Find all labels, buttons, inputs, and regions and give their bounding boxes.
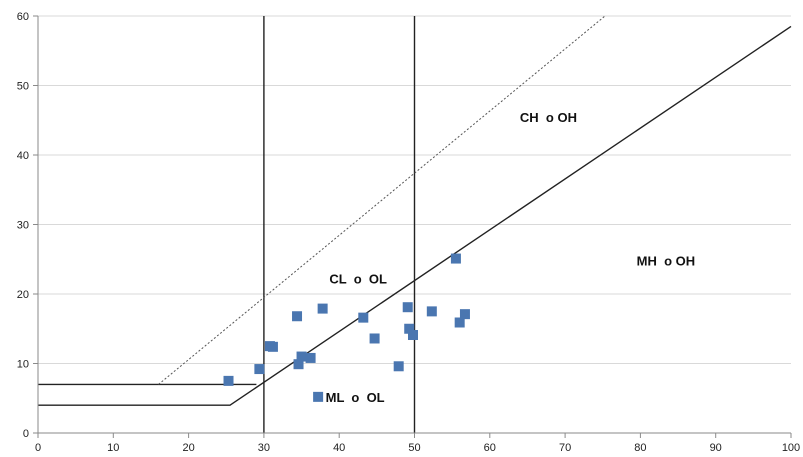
y-tick-label-40: 40 bbox=[17, 150, 29, 162]
region-label-3: MH o OH bbox=[637, 254, 696, 269]
data-point-2 bbox=[254, 364, 265, 375]
y-tick-label-10: 10 bbox=[17, 359, 29, 371]
data-point-19 bbox=[454, 317, 465, 328]
x-tick-label-100: 100 bbox=[782, 442, 800, 454]
y-tick-label-20: 20 bbox=[17, 289, 29, 301]
data-point-17 bbox=[426, 306, 437, 317]
u-line bbox=[158, 15, 606, 385]
data-point-8 bbox=[305, 352, 316, 363]
data-point-14 bbox=[402, 302, 413, 313]
y-tick-label-50: 50 bbox=[17, 81, 29, 93]
region-label-4: ML o OL bbox=[326, 390, 385, 405]
reference-lines bbox=[38, 15, 792, 433]
x-tick-label-90: 90 bbox=[710, 442, 722, 454]
data-point-10 bbox=[317, 303, 328, 314]
y-tick-label-30: 30 bbox=[17, 220, 29, 232]
x-tick-label-70: 70 bbox=[559, 442, 571, 454]
data-points bbox=[223, 253, 470, 402]
data-point-6 bbox=[293, 359, 304, 370]
x-tick-label-30: 30 bbox=[258, 442, 270, 454]
data-point-5 bbox=[292, 311, 303, 322]
y-tick-label-60: 60 bbox=[17, 11, 29, 23]
region-label-2: CL o OL bbox=[329, 272, 387, 287]
data-point-18 bbox=[450, 253, 461, 264]
y-tick-label-0: 0 bbox=[23, 428, 29, 440]
x-axis-ticks: 0 10 20 30 40 50 60 70 80 90 100 bbox=[35, 433, 800, 454]
x-tick-label-40: 40 bbox=[333, 442, 345, 454]
x-tick-label-80: 80 bbox=[634, 442, 646, 454]
data-point-11 bbox=[358, 312, 369, 323]
data-point-13 bbox=[393, 361, 404, 372]
region-labels: CH o OH CL o OL MH o OH ML o OL bbox=[326, 110, 695, 405]
data-point-20 bbox=[459, 309, 470, 320]
x-tick-label-20: 20 bbox=[182, 442, 194, 454]
data-point-1 bbox=[223, 375, 234, 386]
y-axis-ticks: 0 10 20 30 40 50 60 bbox=[17, 11, 38, 440]
x-tick-label-0: 0 bbox=[35, 442, 41, 454]
data-point-16 bbox=[407, 330, 418, 341]
data-point-7 bbox=[296, 351, 307, 362]
region-label-1: CH o OH bbox=[520, 110, 577, 125]
data-point-4 bbox=[267, 341, 278, 352]
data-point-15 bbox=[404, 323, 415, 334]
data-point-9 bbox=[313, 391, 324, 402]
data-point-12 bbox=[369, 333, 380, 344]
x-tick-label-50: 50 bbox=[408, 442, 420, 454]
a-line bbox=[38, 25, 792, 406]
x-tick-label-60: 60 bbox=[484, 442, 496, 454]
x-tick-label-10: 10 bbox=[107, 442, 119, 454]
